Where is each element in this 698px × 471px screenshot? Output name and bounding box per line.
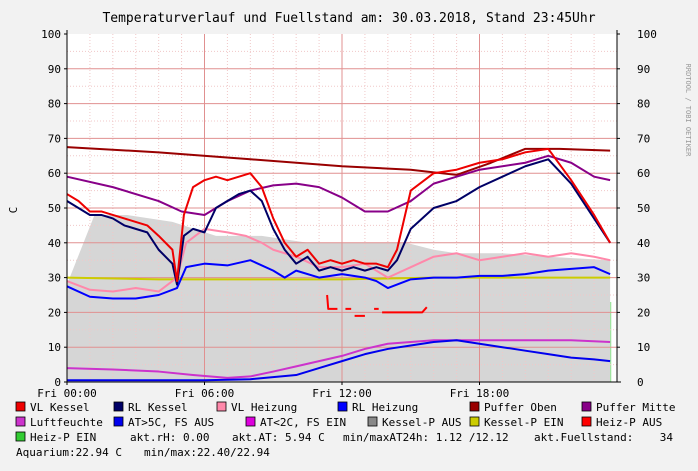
- y-tick-label: 20: [48, 306, 61, 319]
- legend-label: Luftfeuchte: [30, 416, 103, 429]
- status-aquarium: Aquarium:22.94 C: [16, 446, 122, 459]
- legend-label: RL Kessel: [128, 401, 188, 414]
- series-line-kessel-p-ein: [66, 276, 611, 281]
- rrdtool-watermark: RRDTOOL / TOBI OETIKER: [684, 64, 692, 158]
- y-tick-label: 40: [48, 237, 61, 250]
- y-tick-label-right: 100: [637, 28, 657, 41]
- legend-label: Kessel-P EIN: [484, 416, 563, 429]
- legend-swatch: [337, 401, 348, 412]
- status-lines: akt.rH: 0.00 akt.AT: 5.94 C min/maxAT24h…: [16, 431, 673, 459]
- legend-label: Heiz-P EIN: [30, 431, 96, 444]
- x-tick-label: Fri 18:00: [450, 387, 510, 400]
- legend-swatch: [113, 401, 124, 412]
- axes: 0 0 10 10 20 20 30 30 40 40 50 50 60 60 70 70 80 80 90 90 10…: [37, 28, 657, 400]
- status-at: akt.AT: 5.94 C: [232, 431, 325, 444]
- y-tick-label-right: 20: [637, 306, 650, 319]
- x-tick-label: Fri 06:00: [175, 387, 235, 400]
- y-tick-label-right: 90: [637, 63, 650, 76]
- legend-swatch: [245, 416, 256, 427]
- legend-swatch: [581, 416, 592, 427]
- y-tick-label-right: 50: [637, 202, 650, 215]
- legend-swatch: [581, 401, 592, 412]
- y-tick-label: 10: [48, 341, 61, 354]
- legend-label: AT>5C, FS AUS: [128, 416, 214, 429]
- y-tick-label-right: 80: [637, 98, 650, 111]
- legend-label: VL Heizung: [231, 401, 297, 414]
- status-fuellstand-label: akt.Fuellstand:: [534, 431, 633, 444]
- series-line-rl-kessel: [66, 158, 611, 286]
- legend-swatch: [15, 431, 26, 442]
- x-tick-label: Fri 00:00: [37, 387, 97, 400]
- y-axis-label: C: [7, 207, 20, 214]
- legend-label: Heiz-P AUS: [596, 416, 662, 429]
- y-tick-label: 100: [41, 28, 61, 41]
- y-tick-label-right: 30: [637, 272, 650, 285]
- legend-swatch: [113, 416, 124, 427]
- line-series: [66, 146, 611, 382]
- chart-title: Temperaturverlauf und Fuellstand am: 30.…: [102, 11, 595, 26]
- legend-label: Puffer Mitte: [596, 401, 675, 414]
- y-tick-label-right: 40: [637, 237, 650, 250]
- series-line-heiz-p-aus: [326, 294, 428, 317]
- status-minmax-at: min/maxAT24h: 1.12 /12.12: [343, 431, 509, 444]
- y-tick-label-right: 70: [637, 132, 650, 145]
- y-tick-label: 80: [48, 98, 61, 111]
- status-aquarium-minmax: min/max:22.40/22.94: [144, 446, 270, 459]
- legend-label: Puffer Oben: [484, 401, 557, 414]
- series-line-rl-heizung: [66, 259, 611, 300]
- legend-swatch: [469, 401, 480, 412]
- status-rh: akt.rH: 0.00: [130, 431, 209, 444]
- status-fuellstand-value: 34: [660, 431, 674, 444]
- y-tick-label: 90: [48, 63, 61, 76]
- legend-swatch: [469, 416, 480, 427]
- y-tick-label: 70: [48, 132, 61, 145]
- series-line-luftfeuchte: [66, 339, 611, 379]
- y-tick-label-right: 0: [637, 376, 644, 389]
- y-tick-label: 50: [48, 202, 61, 215]
- legend-swatch: [15, 416, 26, 427]
- legend-swatch: [216, 401, 227, 412]
- legend: VL Kessel RL Kessel VL Heizung RL Heizung Pu…: [15, 401, 675, 444]
- legend-swatch: [15, 401, 26, 412]
- y-tick-label: 30: [48, 272, 61, 285]
- legend-label: AT<2C, FS EIN: [260, 416, 346, 429]
- x-tick-label: Fri 12:00: [312, 387, 372, 400]
- legend-label: Kessel-P AUS: [382, 416, 461, 429]
- legend-label: VL Kessel: [30, 401, 90, 414]
- y-tick-label-right: 60: [637, 167, 650, 180]
- legend-label: RL Heizung: [352, 401, 418, 414]
- y-tick-label: 60: [48, 167, 61, 180]
- series-line-at-5c-fs-aus: [67, 339, 611, 382]
- series-line-vl-kessel: [66, 147, 611, 283]
- legend-swatch: [367, 416, 378, 427]
- y-tick-label: 0: [54, 376, 61, 389]
- series-line-vl-heizung: [66, 227, 611, 293]
- y-tick-label-right: 10: [637, 341, 650, 354]
- series-line-puffer-mitte: [66, 154, 611, 216]
